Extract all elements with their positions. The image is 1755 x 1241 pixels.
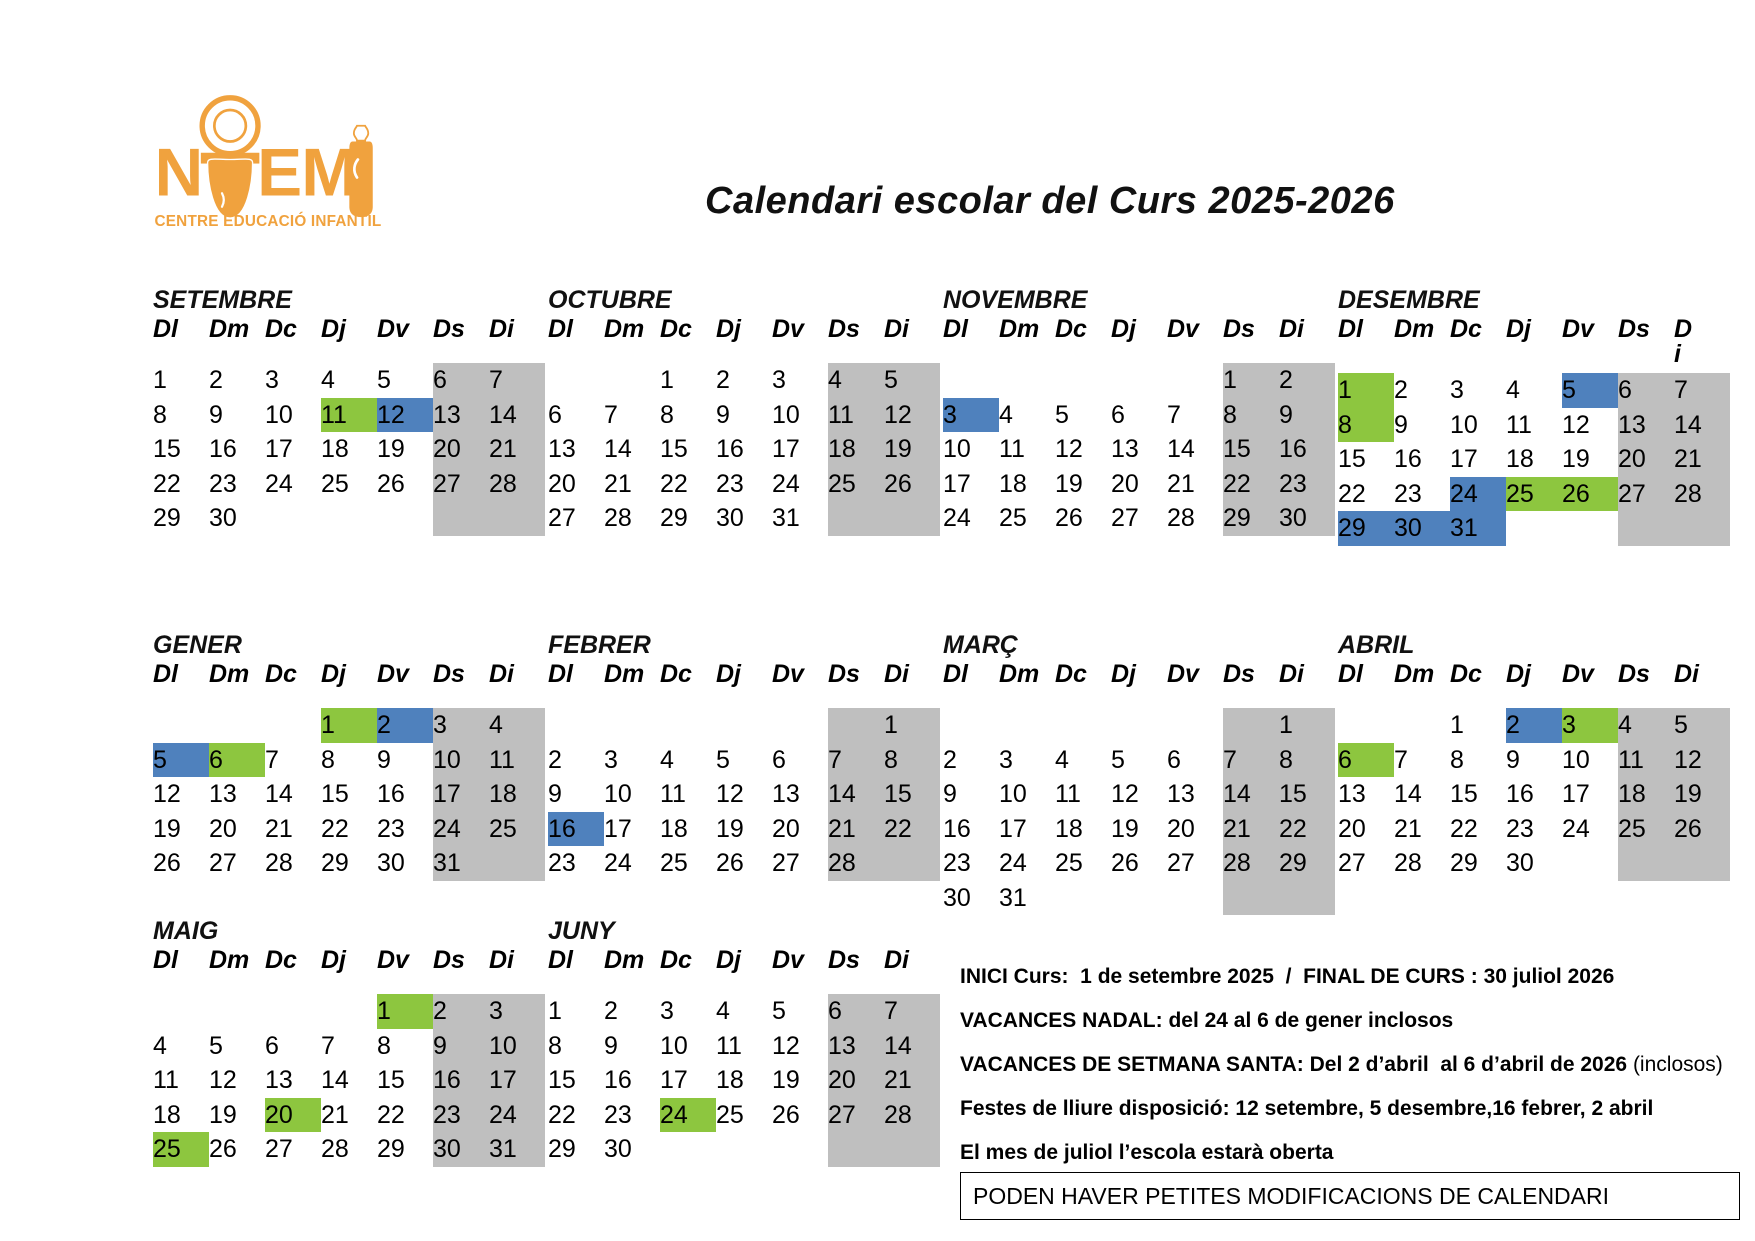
svg-text:CENTRE EDUCACIÓ INFANTIL: CENTRE EDUCACIÓ INFANTIL — [155, 212, 382, 230]
svg-text:N: N — [155, 136, 203, 211]
svg-text:EM: EM — [257, 136, 356, 211]
